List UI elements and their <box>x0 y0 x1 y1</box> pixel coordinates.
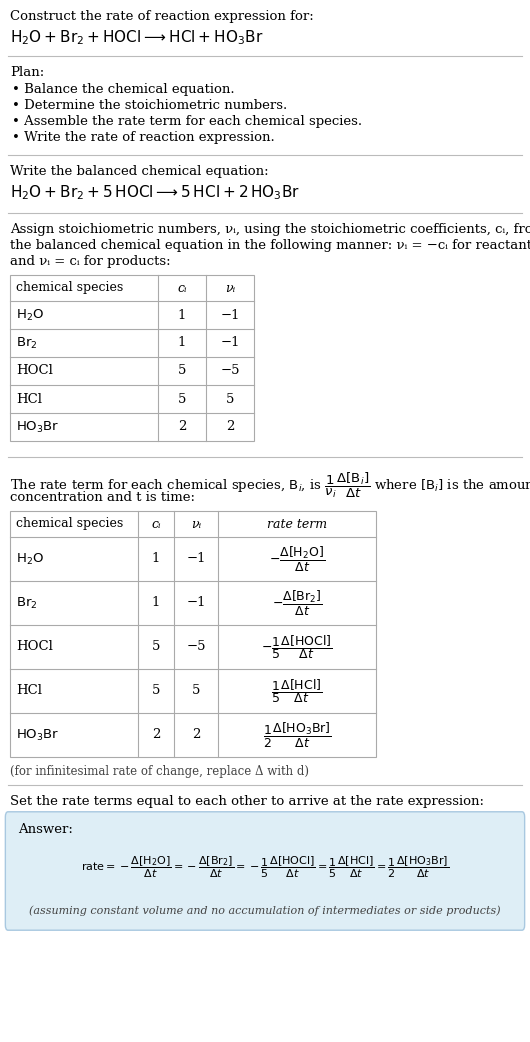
Text: concentration and t is time:: concentration and t is time: <box>10 491 195 504</box>
Text: 5: 5 <box>192 685 200 697</box>
Text: (assuming constant volume and no accumulation of intermediates or side products): (assuming constant volume and no accumul… <box>29 905 501 916</box>
Text: cᵢ: cᵢ <box>151 518 161 530</box>
Text: Write the balanced chemical equation:: Write the balanced chemical equation: <box>10 165 269 178</box>
Text: • Write the rate of reaction expression.: • Write the rate of reaction expression. <box>12 131 275 144</box>
FancyBboxPatch shape <box>5 812 525 931</box>
Text: 5: 5 <box>226 393 234 405</box>
Text: The rate term for each chemical species, $\mathrm{B}_i$, is $\dfrac{1}{\nu_i}\df: The rate term for each chemical species,… <box>10 471 530 500</box>
Text: 1: 1 <box>152 552 160 566</box>
Text: $\dfrac{1}{2}\dfrac{\Delta[\mathrm{HO_3Br}]}{\Delta t}$: $\dfrac{1}{2}\dfrac{\Delta[\mathrm{HO_3B… <box>262 720 331 749</box>
Text: Plan:: Plan: <box>10 66 44 79</box>
Text: HOCl: HOCl <box>16 641 53 653</box>
Text: $\mathrm{H_2O}$: $\mathrm{H_2O}$ <box>16 307 44 323</box>
Text: $-\dfrac{1}{5}\dfrac{\Delta[\mathrm{HOCl}]}{\Delta t}$: $-\dfrac{1}{5}\dfrac{\Delta[\mathrm{HOCl… <box>261 634 333 661</box>
Text: $\mathrm{Br_2}$: $\mathrm{Br_2}$ <box>16 595 38 611</box>
Text: (for infinitesimal rate of change, replace Δ with d): (for infinitesimal rate of change, repla… <box>10 765 309 778</box>
Text: Construct the rate of reaction expression for:: Construct the rate of reaction expressio… <box>10 10 314 23</box>
Text: νᵢ: νᵢ <box>191 518 201 530</box>
Text: −5: −5 <box>220 365 240 377</box>
Text: −5: −5 <box>186 641 206 653</box>
Text: the balanced chemical equation in the following manner: νᵢ = −cᵢ for reactants: the balanced chemical equation in the fo… <box>10 239 530 252</box>
Text: 5: 5 <box>152 641 160 653</box>
Text: chemical species: chemical species <box>16 281 123 295</box>
Text: Answer:: Answer: <box>18 823 73 836</box>
Text: $-\dfrac{\Delta[\mathrm{H_2O}]}{\Delta t}$: $-\dfrac{\Delta[\mathrm{H_2O}]}{\Delta t… <box>269 545 325 573</box>
Text: rate term: rate term <box>267 518 327 530</box>
Text: 1: 1 <box>178 308 186 322</box>
Text: 1: 1 <box>152 596 160 610</box>
Bar <box>10 511 376 756</box>
Text: $\mathrm{HO_3Br}$: $\mathrm{HO_3Br}$ <box>16 420 59 435</box>
Text: 2: 2 <box>192 728 200 742</box>
Text: 5: 5 <box>178 365 186 377</box>
Text: $\mathrm{H_2O + Br_2 + HOCl \longrightarrow HCl + HO_3Br}$: $\mathrm{H_2O + Br_2 + HOCl \longrightar… <box>10 28 263 47</box>
Text: HCl: HCl <box>16 393 42 405</box>
Text: $\mathrm{HO_3Br}$: $\mathrm{HO_3Br}$ <box>16 727 59 743</box>
Text: 2: 2 <box>226 421 234 433</box>
Text: 2: 2 <box>178 421 186 433</box>
Text: 5: 5 <box>152 685 160 697</box>
Text: −1: −1 <box>220 308 240 322</box>
Text: $\mathrm{rate} = -\dfrac{\Delta[\mathrm{H_2O}]}{\Delta t} = -\dfrac{\Delta[\math: $\mathrm{rate} = -\dfrac{\Delta[\mathrm{… <box>81 855 449 880</box>
Text: cᵢ: cᵢ <box>177 281 187 295</box>
Text: • Determine the stoichiometric numbers.: • Determine the stoichiometric numbers. <box>12 99 287 111</box>
Text: $-\dfrac{\Delta[\mathrm{Br_2}]}{\Delta t}$: $-\dfrac{\Delta[\mathrm{Br_2}]}{\Delta t… <box>272 589 322 618</box>
Text: and νᵢ = cᵢ for products:: and νᵢ = cᵢ for products: <box>10 255 171 268</box>
Text: 1: 1 <box>178 337 186 349</box>
Text: Set the rate terms equal to each other to arrive at the rate expression:: Set the rate terms equal to each other t… <box>10 795 484 808</box>
Bar <box>10 275 254 441</box>
Text: • Assemble the rate term for each chemical species.: • Assemble the rate term for each chemic… <box>12 115 362 128</box>
Text: • Balance the chemical equation.: • Balance the chemical equation. <box>12 83 235 96</box>
Text: HOCl: HOCl <box>16 365 53 377</box>
Text: −1: −1 <box>186 552 206 566</box>
Text: $\mathrm{H_2O + Br_2 + 5\,HOCl \longrightarrow 5\,HCl + 2\,HO_3Br}$: $\mathrm{H_2O + Br_2 + 5\,HOCl \longrigh… <box>10 183 300 202</box>
Text: $\mathrm{Br_2}$: $\mathrm{Br_2}$ <box>16 336 38 350</box>
Text: $\mathrm{H_2O}$: $\mathrm{H_2O}$ <box>16 551 44 567</box>
Text: νᵢ: νᵢ <box>225 281 235 295</box>
Text: HCl: HCl <box>16 685 42 697</box>
Text: −1: −1 <box>220 337 240 349</box>
Text: chemical species: chemical species <box>16 518 123 530</box>
Text: $\dfrac{1}{5}\dfrac{\Delta[\mathrm{HCl}]}{\Delta t}$: $\dfrac{1}{5}\dfrac{\Delta[\mathrm{HCl}]… <box>271 677 323 705</box>
Text: 5: 5 <box>178 393 186 405</box>
Text: −1: −1 <box>186 596 206 610</box>
Text: Assign stoichiometric numbers, νᵢ, using the stoichiometric coefficients, cᵢ, fr: Assign stoichiometric numbers, νᵢ, using… <box>10 223 530 235</box>
Text: 2: 2 <box>152 728 160 742</box>
